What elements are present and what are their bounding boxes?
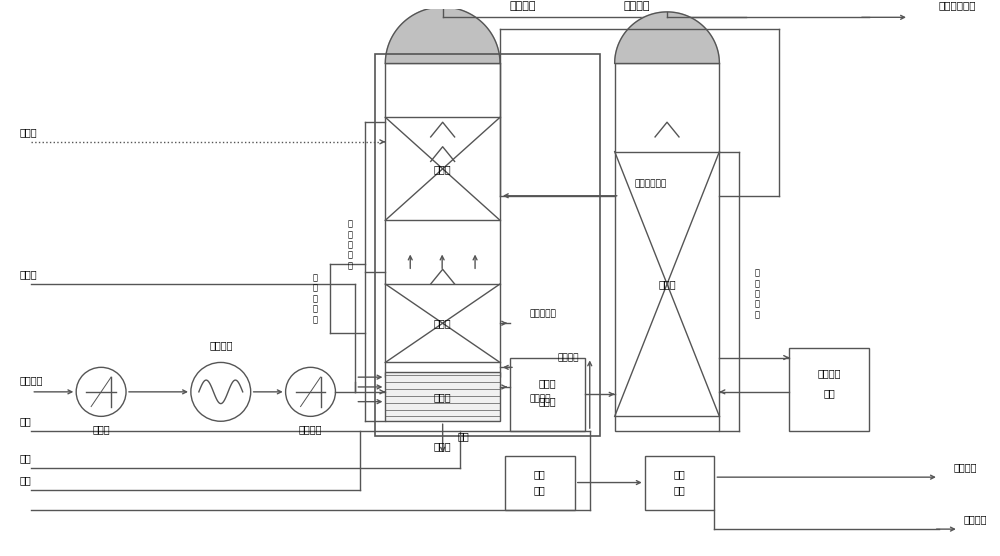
Bar <box>615 63 719 431</box>
Text: 脱硝塔: 脱硝塔 <box>658 279 676 289</box>
Text: 脱硝塔塔底液: 脱硝塔塔底液 <box>635 180 667 188</box>
Text: 低压蒸汽: 低压蒸汽 <box>964 514 987 524</box>
Text: 除氧水: 除氧水 <box>19 269 37 279</box>
Text: 余热锅炉: 余热锅炉 <box>209 340 233 350</box>
Text: 脱水: 脱水 <box>674 485 685 495</box>
Bar <box>505 455 575 509</box>
Text: 炼焦烟气: 炼焦烟气 <box>19 375 43 385</box>
Text: 循环槽: 循环槽 <box>539 396 556 406</box>
Text: 吸收段: 吸收段 <box>434 164 451 174</box>
Text: 增压风机: 增压风机 <box>299 424 322 434</box>
Bar <box>510 358 585 431</box>
Text: 浓缩段底液: 浓缩段底液 <box>530 309 557 318</box>
Text: 液槽底液: 液槽底液 <box>530 394 551 403</box>
Bar <box>645 455 714 509</box>
Bar <box>789 348 869 431</box>
Text: 气体管路: 气体管路 <box>557 353 579 362</box>
Text: 硫铵固体: 硫铵固体 <box>954 463 977 473</box>
Text: 达标排放烟气: 达标排放烟气 <box>939 1 976 11</box>
Text: 脱硝烟气: 脱硝烟气 <box>624 1 650 11</box>
Text: 工艺水: 工艺水 <box>19 127 37 137</box>
Text: 分离: 分离 <box>534 485 546 495</box>
Polygon shape <box>385 7 500 63</box>
Text: 脱硫烟气: 脱硫烟气 <box>509 1 536 11</box>
Text: 储罐: 储罐 <box>823 389 835 399</box>
Text: 母液: 母液 <box>458 431 469 441</box>
Text: 固液: 固液 <box>534 469 546 479</box>
Bar <box>385 63 500 377</box>
Text: 引风机: 引风机 <box>92 424 110 434</box>
Text: 脱
硝
吸
收
液: 脱 硝 吸 收 液 <box>755 269 760 319</box>
Text: 尿素溶液: 尿素溶液 <box>817 368 841 378</box>
Polygon shape <box>615 12 719 63</box>
Text: 干燥: 干燥 <box>674 469 685 479</box>
Text: 脱
硫
吸
收
液: 脱 硫 吸 收 液 <box>348 220 353 270</box>
Text: 储液槽: 储液槽 <box>434 392 451 402</box>
Text: 吸
收
段
底
液: 吸 收 段 底 液 <box>313 274 318 324</box>
Bar <box>375 53 600 436</box>
Text: 硝酸铵: 硝酸铵 <box>539 378 556 388</box>
Text: 浓缩段: 浓缩段 <box>434 318 451 328</box>
Text: 脱硫塔: 脱硫塔 <box>434 441 451 451</box>
Text: 氨水: 氨水 <box>19 475 31 485</box>
Text: 空气: 空气 <box>19 454 31 464</box>
Text: 臭氧: 臭氧 <box>19 416 31 426</box>
Bar <box>385 373 500 421</box>
